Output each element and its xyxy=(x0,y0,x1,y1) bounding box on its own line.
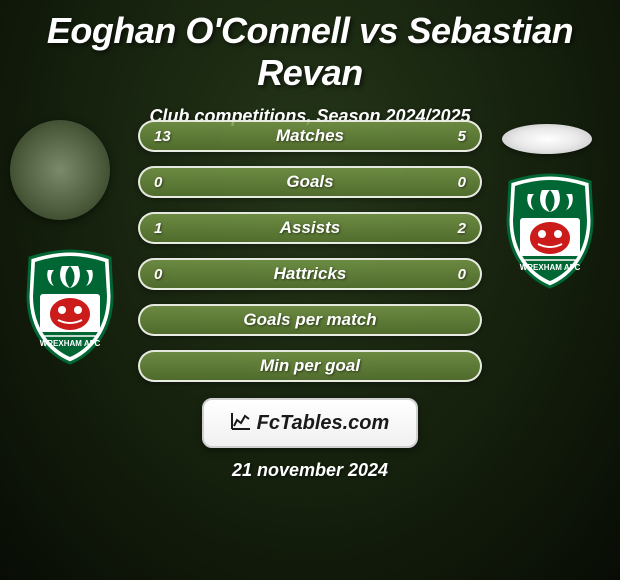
stat-label: Goals per match xyxy=(243,310,376,330)
crest-icon: WREXHAM AFC xyxy=(20,246,120,366)
stat-left-value: 0 xyxy=(154,266,162,283)
stat-right-value: 2 xyxy=(458,220,466,237)
date-text: 21 november 2024 xyxy=(0,460,620,481)
stat-right-value: 0 xyxy=(458,174,466,191)
stat-label: Matches xyxy=(276,126,344,146)
stat-row-assists: 1 Assists 2 xyxy=(138,212,482,244)
club-right-crest: WREXHAM AFC xyxy=(500,170,600,290)
page-title: Eoghan O'Connell vs Sebastian Revan xyxy=(0,0,620,94)
stat-row-min-per-goal: Min per goal xyxy=(138,350,482,382)
svg-text:WREXHAM AFC: WREXHAM AFC xyxy=(520,263,581,272)
club-left-crest: WREXHAM AFC xyxy=(20,246,120,366)
stat-left-value: 1 xyxy=(154,220,162,237)
svg-text:WREXHAM AFC: WREXHAM AFC xyxy=(40,339,101,348)
crest-icon: WREXHAM AFC xyxy=(500,170,600,290)
stat-left-value: 13 xyxy=(154,128,171,145)
stat-row-goals-per-match: Goals per match xyxy=(138,304,482,336)
stat-rows: 13 Matches 5 0 Goals 0 1 Assists 2 0 Hat… xyxy=(138,120,482,396)
player-left-avatar xyxy=(10,120,110,220)
stat-right-value: 0 xyxy=(458,266,466,283)
stat-label: Goals xyxy=(286,172,333,192)
site-badge[interactable]: FcTables.com xyxy=(202,398,418,448)
stat-right-value: 5 xyxy=(458,128,466,145)
stat-left-value: 0 xyxy=(154,174,162,191)
stat-label: Assists xyxy=(280,218,340,238)
stat-row-hattricks: 0 Hattricks 0 xyxy=(138,258,482,290)
stat-label: Min per goal xyxy=(260,356,360,376)
stat-row-goals: 0 Goals 0 xyxy=(138,166,482,198)
stat-row-matches: 13 Matches 5 xyxy=(138,120,482,152)
chart-icon xyxy=(231,412,251,435)
player-right-avatar xyxy=(502,124,592,154)
stat-label: Hattricks xyxy=(274,264,347,284)
site-name: FcTables.com xyxy=(257,412,390,435)
